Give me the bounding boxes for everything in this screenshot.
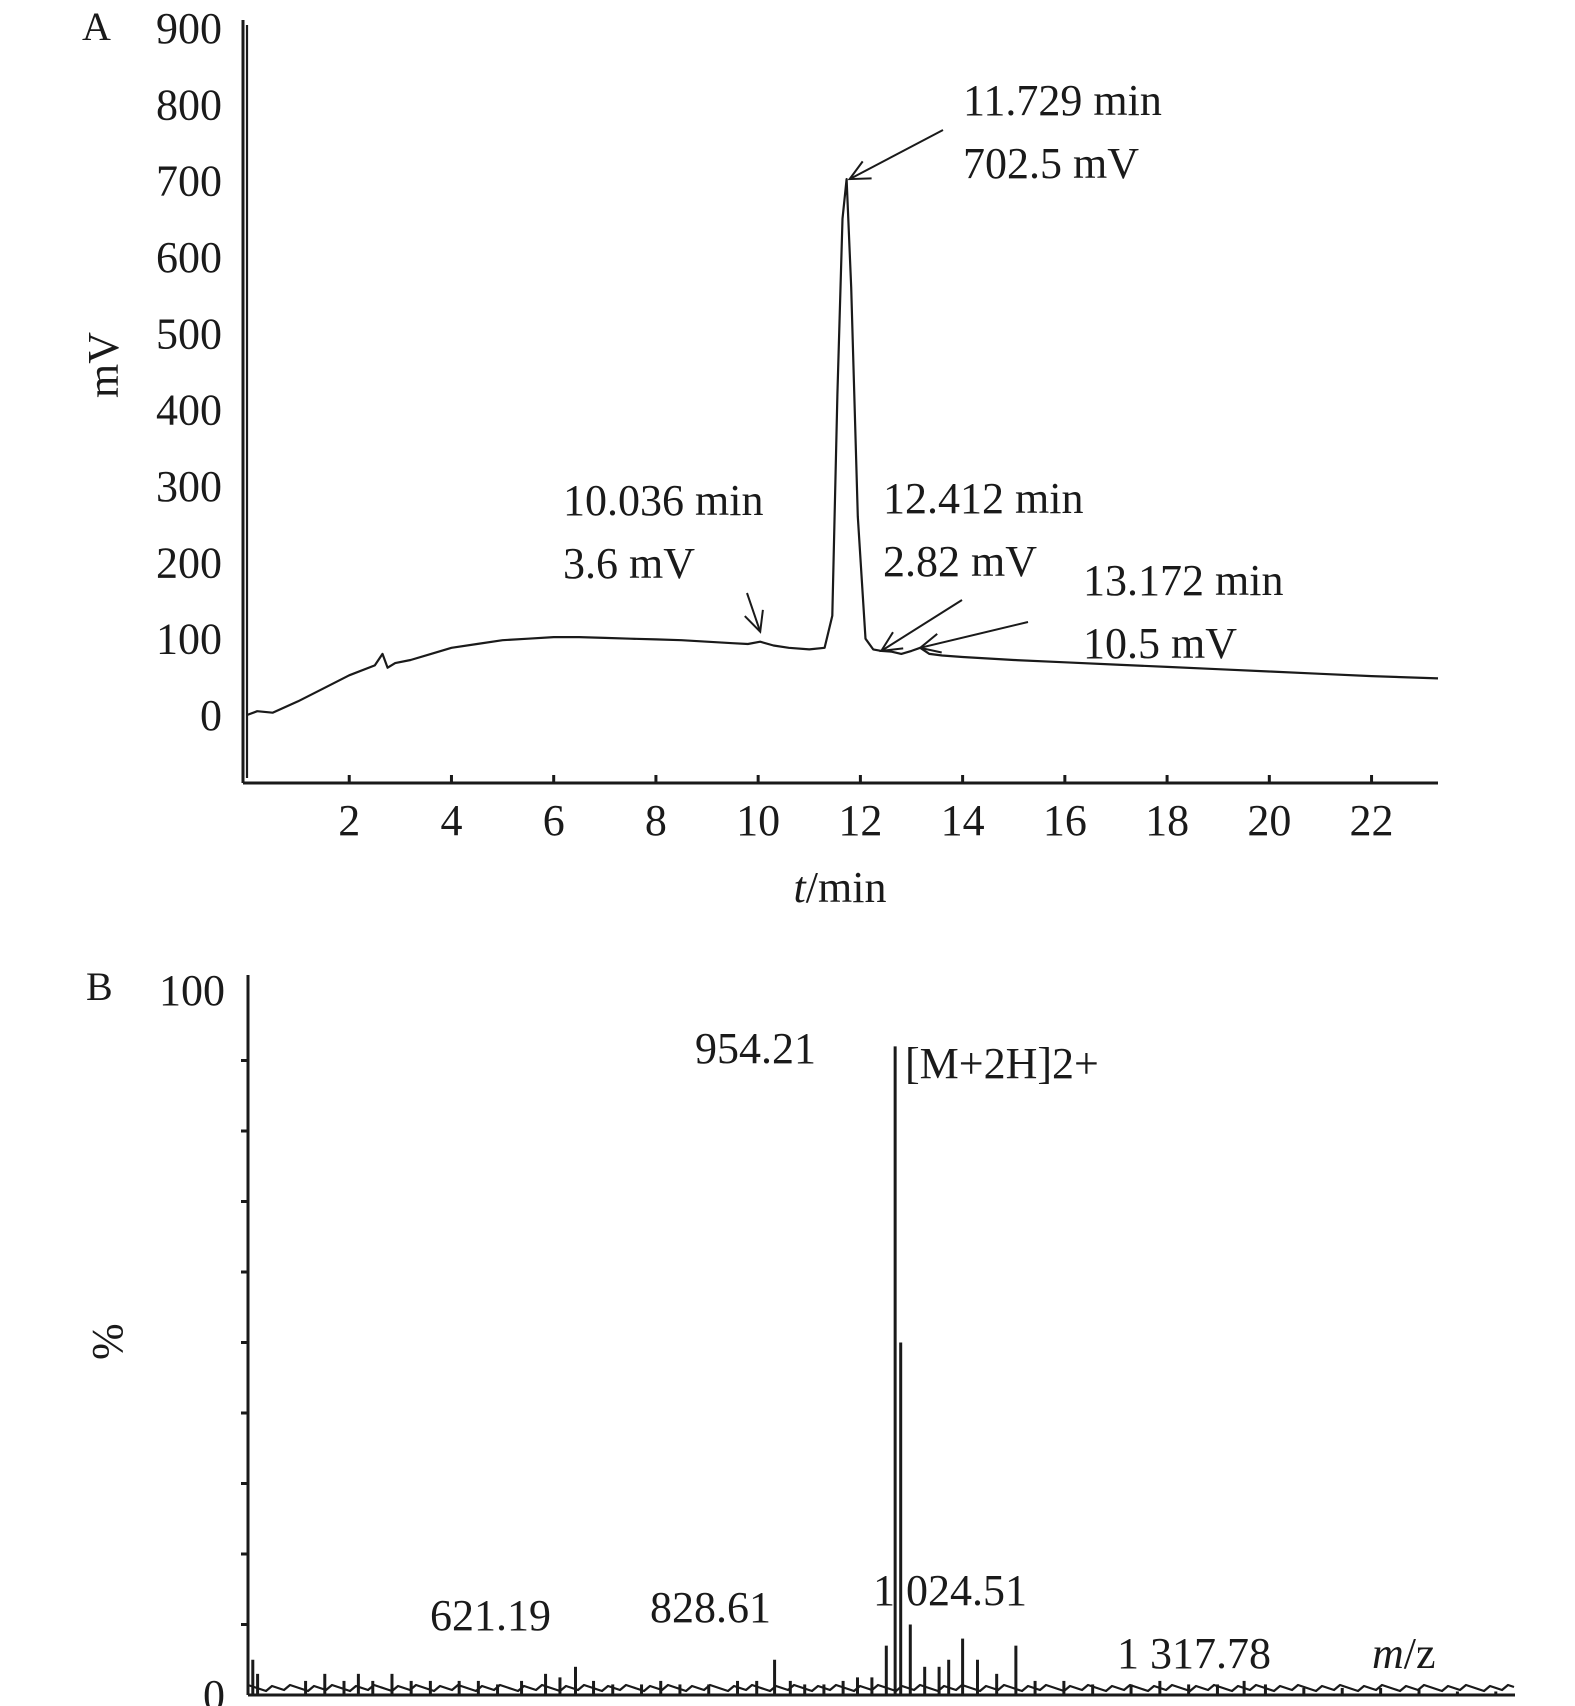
peak-label-828: 828.61 bbox=[650, 1583, 771, 1632]
y-tick-label: 900 bbox=[156, 4, 222, 53]
x-tick-labels-a: 2 4 6 8 10 12 14 16 18 20 22 bbox=[338, 775, 1394, 845]
annotation-12-412: 12.412 min 2.82 mV bbox=[879, 474, 1083, 653]
y-tick-label: 0 bbox=[200, 691, 222, 740]
x-tick-label: 2 bbox=[338, 796, 360, 845]
peak-label-954: 954.21 bbox=[695, 1024, 816, 1073]
x-axis-title-b-italic: m bbox=[1372, 1629, 1404, 1678]
annotation-arrow bbox=[746, 592, 762, 633]
y-tick-labels-b: 0 100 bbox=[159, 966, 225, 1706]
y-axis-title-a: mV bbox=[79, 332, 128, 398]
y-tick-label: 100 bbox=[159, 966, 225, 1015]
annotation-value: 3.6 mV bbox=[563, 539, 695, 588]
x-tick-label: 16 bbox=[1043, 796, 1087, 845]
annotation-arrow bbox=[849, 129, 944, 181]
annotation-time: 12.412 min bbox=[883, 474, 1083, 523]
y-tick-label: 300 bbox=[156, 462, 222, 511]
x-tick-label: 14 bbox=[941, 796, 985, 845]
annotation-arrow bbox=[919, 621, 1029, 649]
x-axis-title-b: m/z bbox=[1372, 1629, 1436, 1678]
spectrum-peaks bbox=[246, 1046, 1515, 1695]
annotation-10-036: 10.036 min 3.6 mV bbox=[563, 476, 764, 634]
annotation-value: 702.5 mV bbox=[963, 139, 1139, 188]
x-axis-title-a: t/min bbox=[794, 863, 887, 912]
y-tick-label: 800 bbox=[156, 80, 222, 129]
annotation-13-172: 13.172 min 10.5 mV bbox=[917, 556, 1283, 668]
chromatogram-panel: A mV 0 100 200 300 400 500 600 700 800 900 2 4 6 8 10… bbox=[79, 4, 1439, 912]
ion-label: [M+2H]2+ bbox=[905, 1039, 1099, 1088]
x-axis-title-a-rest: /min bbox=[806, 863, 887, 912]
chromatogram-trace bbox=[246, 178, 1439, 717]
annotation-arrowhead bbox=[879, 631, 904, 653]
y-tick-label: 400 bbox=[156, 386, 222, 435]
annotation-value: 10.5 mV bbox=[1083, 619, 1237, 668]
y-tick-label: 600 bbox=[156, 233, 222, 282]
panel-label-a: A bbox=[82, 4, 111, 49]
peak-label-621: 621.19 bbox=[430, 1591, 551, 1640]
annotation-time: 11.729 min bbox=[963, 76, 1162, 125]
annotation-time: 10.036 min bbox=[563, 476, 763, 525]
annotation-time: 13.172 min bbox=[1083, 556, 1283, 605]
y-tick-labels-a: 0 100 200 300 400 500 600 700 800 900 bbox=[156, 4, 222, 740]
peak-label-1317: 1 317.78 bbox=[1117, 1629, 1271, 1678]
x-tick-label: 12 bbox=[838, 796, 882, 845]
x-tick-label: 4 bbox=[440, 796, 462, 845]
panel-label-b: B bbox=[86, 964, 113, 1009]
annotation-11-729: 11.729 min 702.5 mV bbox=[847, 76, 1162, 188]
y-tick-label: 200 bbox=[156, 538, 222, 587]
x-tick-label: 8 bbox=[645, 796, 667, 845]
y-axis-title-b: % bbox=[83, 1323, 132, 1360]
x-tick-label: 22 bbox=[1350, 796, 1394, 845]
annotation-arrowhead bbox=[847, 160, 872, 181]
x-tick-label: 10 bbox=[736, 796, 780, 845]
y-minor-ticks-b bbox=[241, 1059, 248, 1626]
y-tick-label: 100 bbox=[156, 615, 222, 664]
spectrum-baseline-noise bbox=[246, 1683, 1515, 1693]
y-tick-label: 500 bbox=[156, 309, 222, 358]
peak-label-1024: 1 024.51 bbox=[873, 1566, 1027, 1615]
y-tick-label: 700 bbox=[156, 157, 222, 206]
x-tick-label: 18 bbox=[1145, 796, 1189, 845]
x-tick-label: 6 bbox=[543, 796, 565, 845]
y-tick-label: 0 bbox=[203, 1671, 225, 1706]
annotation-arrow bbox=[880, 599, 963, 652]
x-axis-title-a-italic: t bbox=[794, 863, 808, 912]
mass-spectrum-panel: B % 0 100 954.21 [M+2H]2+ 621.19 828.61 1… bbox=[83, 964, 1515, 1706]
annotation-arrowhead bbox=[917, 633, 942, 654]
annotation-value: 2.82 mV bbox=[883, 537, 1037, 586]
x-tick-label: 20 bbox=[1247, 796, 1291, 845]
annotation-arrowhead bbox=[744, 609, 764, 634]
x-axis-title-b-rest: /z bbox=[1404, 1629, 1436, 1678]
